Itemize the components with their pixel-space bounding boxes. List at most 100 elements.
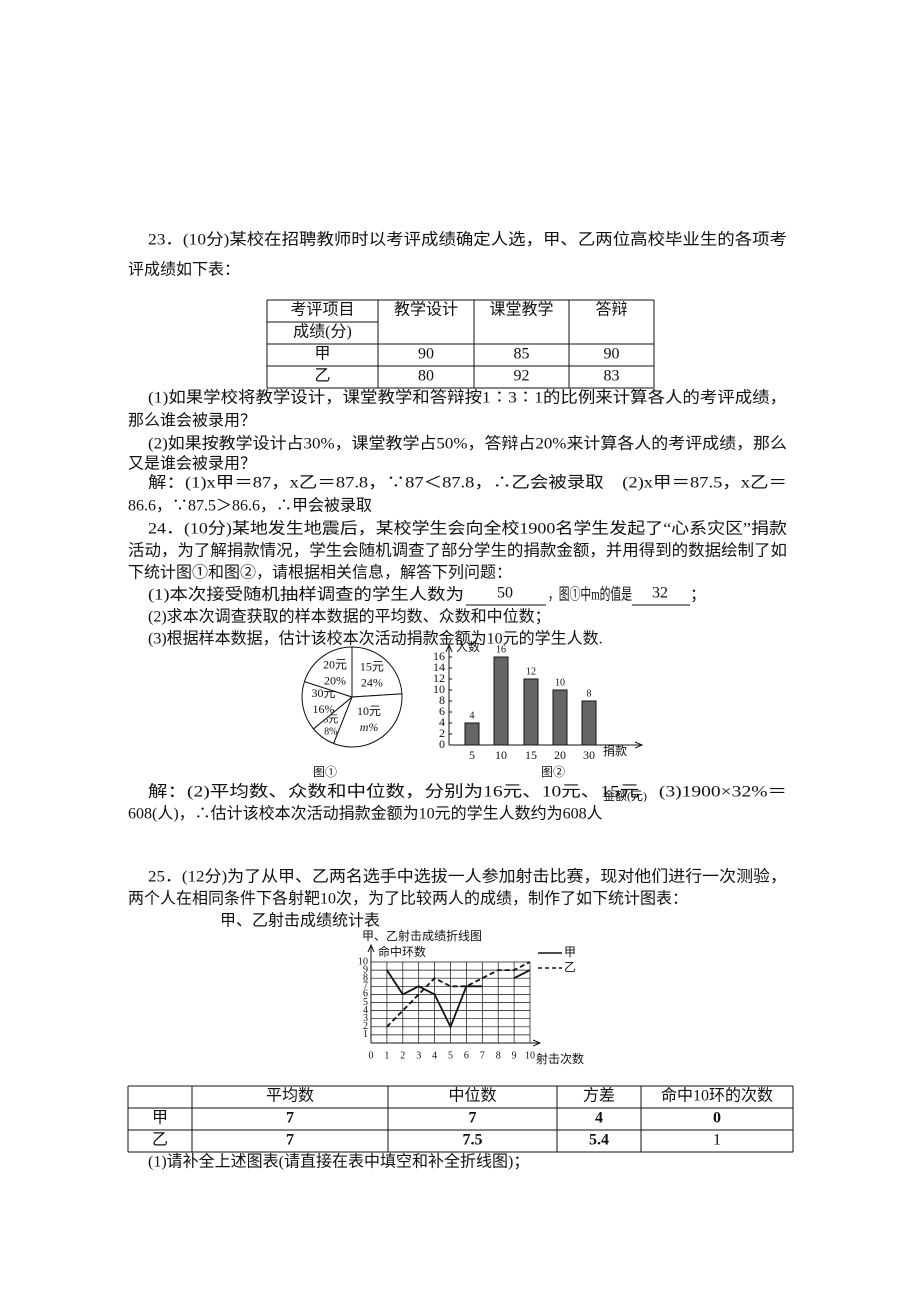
text-line: 两个人在相同条件下各射靶10次，为了比较两人的成绩，制作了如下统计图表：: [128, 890, 688, 908]
value-label: 12: [526, 666, 536, 677]
y-tick-label: 6: [439, 704, 445, 718]
text-line: 甲: [314, 346, 330, 363]
text-line: (2)如果按教学设计占30%，课堂教学占50%，答辩占20%来计算各人的考评成绩…: [148, 434, 787, 453]
text-line: 7.5: [463, 1132, 483, 1149]
x-tick-label: 15: [525, 748, 537, 762]
y-axis-label: 人数: [456, 639, 480, 654]
text-line: 乙: [314, 368, 330, 385]
pie-slice: [303, 646, 353, 698]
text-line: 中位数: [448, 1087, 496, 1105]
text-line: 1: [713, 1132, 721, 1149]
y-tick-label: 0: [439, 737, 445, 751]
text-line: ，图①中m的值是: [548, 586, 632, 604]
x-tick-label: 2: [400, 1050, 405, 1061]
y-axis-label: 命中环数: [378, 944, 426, 959]
text-line: 86.6，∵87.5＞86.6，∴甲会被录取: [128, 497, 372, 515]
text-line: 方差: [583, 1087, 615, 1105]
bar: [552, 689, 568, 746]
slice-value-label: 20%: [324, 673, 346, 687]
text-line: 32: [652, 585, 668, 602]
x-axis-label: 射击次数: [536, 1051, 584, 1066]
y-tick-label: 16: [433, 649, 445, 663]
y-tick-label: 8: [363, 972, 368, 983]
y-tick-label: 2: [439, 726, 445, 740]
x-tick-label: 4: [432, 1050, 437, 1061]
slice-label: 20元: [323, 657, 347, 671]
text-line: 608(人)，∴估计该校本次活动捐款金额为10元的学生人数约为608人: [128, 805, 603, 823]
bar: [493, 656, 509, 746]
pie-slice: [351, 646, 403, 698]
text-line: (1)本次接受随机抽样调查的学生人数为: [148, 586, 464, 604]
text-line: (3)根据样本数据，估计该校本次活动捐款金额为10元的学生人数.: [148, 630, 603, 648]
chart-title: 甲、乙射击成绩折线图: [362, 928, 482, 943]
text-line: 50: [497, 585, 513, 602]
text-line: 答辩: [595, 301, 627, 319]
pie-slice: [332, 693, 403, 748]
text-line: 25．(12分)为了从甲、乙两名选手中选拔一人参加射击比赛，现对他们进行一次测验…: [148, 867, 787, 886]
text-line: 甲: [152, 1110, 168, 1127]
text-line: 平均数: [266, 1087, 314, 1105]
slice-value-label: 8%: [324, 726, 337, 737]
value-label: 4: [470, 710, 475, 721]
text-line: 命中10环的次数: [661, 1087, 773, 1105]
text-line: 活动，为了解捐款情况，学生会随机调查了部分学生的捐款金额，并用得到的数据绘制了如: [128, 542, 787, 560]
y-tick-label: 14: [433, 660, 445, 674]
text-line: (1)请补全上述图表(请直接在表中填空和补全折线图)；: [148, 1153, 529, 1171]
slice-label: 10元: [357, 704, 381, 718]
value-label: 16: [496, 644, 506, 655]
y-tick-label: 3: [363, 1013, 368, 1024]
x-tick-label: 7: [480, 1050, 485, 1061]
text-line: 成绩(分): [293, 323, 352, 341]
legend-label: 甲: [564, 945, 576, 959]
text-line: 24．(10分)某地发生地震后，某校学生会向全校1900名学生发起了“心系灾区”…: [148, 520, 787, 538]
slice-value-label: m%: [360, 720, 379, 734]
x-tick-label: 8: [496, 1050, 501, 1061]
text-line: 解：(1)x甲＝87，x乙＝87.8，∵87＜87.8，∴乙会被录取 (2)x甲…: [148, 474, 787, 492]
y-tick-label: 8: [439, 693, 445, 707]
text-line: 0: [713, 1110, 721, 1127]
x-tick-label: 0: [369, 1050, 374, 1061]
y-tick-label: 4: [439, 715, 445, 729]
y-tick-label: 7: [363, 981, 368, 992]
y-tick-label: 10: [358, 956, 368, 967]
y-tick-label: 5: [363, 997, 368, 1008]
slice-value-label: 16%: [313, 702, 335, 716]
text-line: 又是谁会被录用？: [128, 455, 256, 473]
text-line: 92: [514, 368, 530, 385]
x-tick-label: 10: [495, 748, 507, 762]
x-tick-label: 6: [464, 1050, 469, 1061]
series-line: [386, 961, 531, 1028]
slice-label: 15元: [360, 660, 384, 674]
x-tick-label: 1: [384, 1050, 389, 1061]
slice-value-label: 24%: [361, 676, 383, 690]
text-line: 7: [469, 1110, 477, 1127]
text-line: ；: [690, 587, 706, 604]
text-line: 5.4: [589, 1132, 609, 1149]
text-line: 23．(10分)某校在招聘教师时以考评成绩确定人选，甲、乙两位高校毕业生的各项考: [148, 231, 787, 249]
bar: [523, 678, 539, 746]
y-tick-label: 9: [363, 964, 368, 975]
x-tick-label: 9: [512, 1050, 517, 1061]
text-line: 那么谁会被录用？: [128, 412, 256, 430]
text-line: 下统计图①和图②，请根据相关信息，解答下列问题：: [128, 564, 512, 582]
text-line: 乙: [152, 1132, 168, 1149]
x-tick-label: 5: [448, 1050, 453, 1061]
text-line: 90: [418, 346, 434, 363]
x-tick-label: 10: [525, 1050, 535, 1061]
y-tick-label: 10: [433, 682, 445, 696]
x-tick-label: 30: [583, 748, 595, 762]
text-line: (2)求本次调查获取的样本数据的平均数、众数和中位数；: [148, 608, 551, 626]
text-line: 85: [514, 346, 530, 363]
series-line: [386, 969, 531, 1030]
text-line: 4: [595, 1110, 603, 1127]
y-tick-label: 1: [363, 1029, 368, 1040]
text-line: 课堂教学: [489, 301, 553, 319]
caption: 图②: [541, 765, 565, 779]
x-tick-label: 3: [416, 1050, 421, 1061]
y-tick-label: 4: [363, 1005, 368, 1016]
caption: 图①: [313, 765, 337, 779]
text-line: 甲、乙射击成绩统计表: [220, 912, 380, 930]
slice-label: 5元: [323, 714, 338, 725]
bar: [464, 722, 480, 746]
